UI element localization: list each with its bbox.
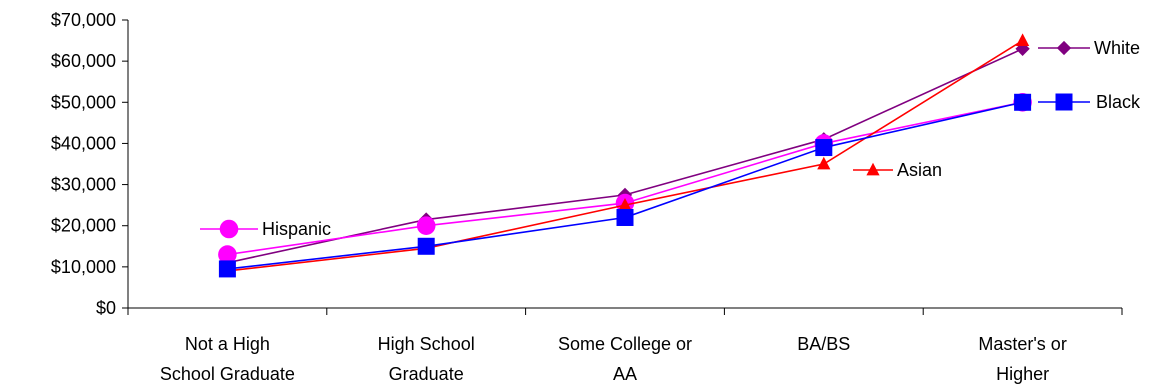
data-point-asian xyxy=(618,197,632,211)
x-category-label: BA/BS xyxy=(797,334,850,354)
data-point-asian xyxy=(817,156,831,170)
y-tick-label: $50,000 xyxy=(51,92,116,112)
x-category-label: Not a High School Graduate xyxy=(160,334,295,384)
data-point-black xyxy=(218,260,236,278)
y-tick-label: $10,000 xyxy=(51,257,116,277)
data-point-black xyxy=(417,237,435,255)
data-point-asian xyxy=(1016,33,1030,46)
legend-marker-hispanic xyxy=(219,219,239,239)
x-category-line: Higher xyxy=(996,364,1049,384)
legend-label-asian: Asian xyxy=(897,160,942,180)
legend-entry-white: White xyxy=(1038,38,1140,58)
data-point-hispanic xyxy=(218,245,237,264)
y-tick-label: $0 xyxy=(96,298,116,318)
data-point-black xyxy=(815,139,833,157)
axes: $0 $10,000 $20,000 $30,000 $40,000 $50,000 $60… xyxy=(51,10,1123,384)
legend-layer: White Hispanic Asian Black xyxy=(200,38,1141,239)
x-category-line: AA xyxy=(613,364,637,384)
data-point-hispanic xyxy=(416,216,436,235)
y-tick-label: $30,000 xyxy=(51,175,116,195)
legend-label-white: White xyxy=(1094,38,1140,58)
y-tick-label: $70,000 xyxy=(51,10,116,30)
legend-entry-asian: Asian xyxy=(853,160,942,180)
x-category-line: Graduate xyxy=(389,364,464,384)
x-category-label: Master's or Higher xyxy=(978,334,1066,384)
legend-entry-hispanic: Hispanic xyxy=(200,219,331,239)
x-category-line: Some College or xyxy=(558,334,692,354)
legend-marker-white xyxy=(1056,40,1072,56)
x-category-label: Some College or AA xyxy=(558,334,692,384)
data-point-black xyxy=(616,208,634,226)
series-line xyxy=(227,48,1023,264)
legend-marker-asian xyxy=(866,162,880,176)
x-category-line: BA/BS xyxy=(797,334,850,354)
legend-marker-black xyxy=(1055,93,1073,111)
data-point-black xyxy=(1014,93,1032,111)
y-tick-label: $60,000 xyxy=(51,51,116,71)
series-layer xyxy=(218,33,1032,278)
x-category-line: Not a High xyxy=(185,334,270,354)
legend-entry-black: Black xyxy=(1038,92,1141,112)
x-category-line: School Graduate xyxy=(160,364,295,384)
series-black xyxy=(218,93,1032,278)
series-asian xyxy=(220,33,1030,277)
x-category-line: High School xyxy=(378,334,475,354)
x-category-label: High School Graduate xyxy=(378,334,475,384)
legend-label-hispanic: Hispanic xyxy=(262,219,331,239)
y-tick-label: $40,000 xyxy=(51,133,116,153)
x-category-line: Master's or xyxy=(978,334,1066,354)
legend-label-black: Black xyxy=(1096,92,1141,112)
series-white xyxy=(220,41,1030,270)
y-tick-label: $20,000 xyxy=(51,216,116,236)
